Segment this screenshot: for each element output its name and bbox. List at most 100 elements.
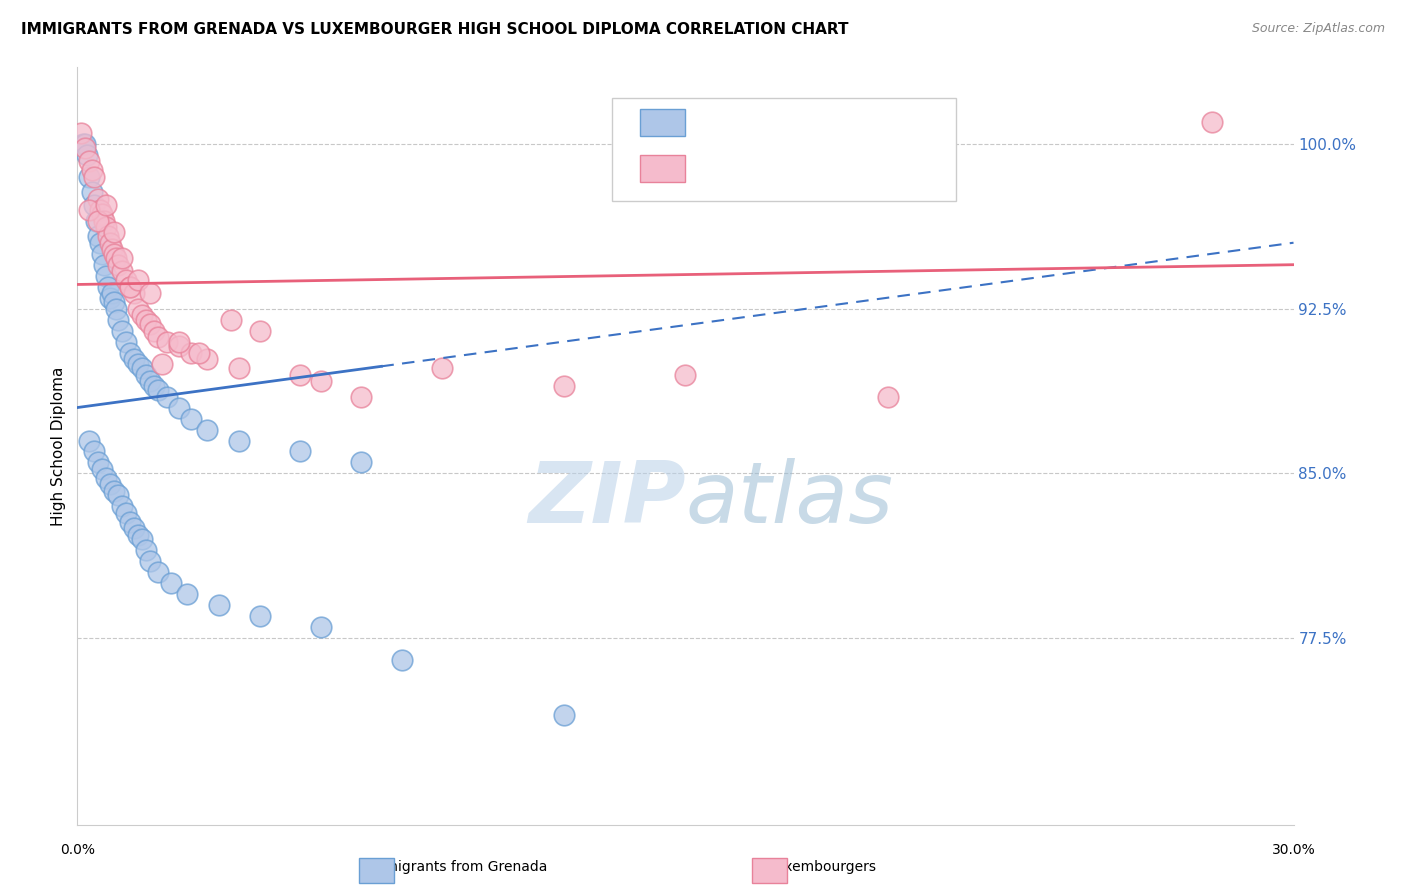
- Point: [89, 235, 111, 250]
- Point: [86, 229, 108, 244]
- Point: [249, 609, 271, 624]
- Point: [97, 279, 120, 293]
- Point: [290, 368, 312, 382]
- Point: [98, 477, 121, 491]
- Point: [139, 286, 162, 301]
- Point: [675, 368, 697, 382]
- Point: [180, 411, 202, 425]
- Point: [115, 334, 138, 349]
- Point: [107, 258, 129, 272]
- Point: [98, 291, 121, 305]
- Point: [135, 543, 157, 558]
- Point: [135, 368, 157, 382]
- Point: [176, 587, 198, 601]
- Point: [76, 148, 98, 162]
- Point: [228, 361, 250, 376]
- Point: [98, 235, 121, 250]
- Point: [83, 169, 105, 184]
- Point: [115, 506, 138, 520]
- Point: [249, 324, 271, 338]
- Point: [111, 251, 134, 265]
- Point: [143, 324, 166, 338]
- Point: [139, 317, 162, 331]
- Point: [80, 163, 103, 178]
- Point: [290, 444, 312, 458]
- Point: [167, 334, 190, 349]
- Point: [75, 136, 97, 151]
- Text: Luxembourgers: Luxembourgers: [769, 860, 876, 874]
- Point: [152, 357, 174, 371]
- Point: [167, 339, 190, 353]
- Point: [155, 334, 177, 349]
- Point: [103, 484, 125, 499]
- Point: [90, 462, 112, 476]
- Point: [143, 378, 166, 392]
- Point: [309, 374, 332, 388]
- Point: [127, 528, 149, 542]
- Point: [430, 361, 453, 376]
- Point: [553, 378, 575, 392]
- Point: [127, 357, 149, 371]
- Text: atlas: atlas: [686, 458, 893, 541]
- Text: R = 0.042   N = 52: R = 0.042 N = 52: [703, 159, 903, 178]
- Point: [148, 383, 170, 397]
- Point: [79, 434, 101, 448]
- Point: [118, 279, 141, 293]
- Point: [70, 126, 93, 140]
- Point: [195, 352, 218, 367]
- Point: [188, 345, 211, 359]
- Point: [553, 708, 575, 723]
- Point: [93, 213, 115, 227]
- Text: ZIP: ZIP: [527, 458, 686, 541]
- Text: IMMIGRANTS FROM GRENADA VS LUXEMBOURGER HIGH SCHOOL DIPLOMA CORRELATION CHART: IMMIGRANTS FROM GRENADA VS LUXEMBOURGER …: [21, 22, 849, 37]
- Text: Source: ZipAtlas.com: Source: ZipAtlas.com: [1251, 22, 1385, 36]
- Point: [148, 566, 170, 580]
- Point: [104, 251, 127, 265]
- Text: 0.0%: 0.0%: [60, 843, 94, 856]
- Point: [83, 444, 105, 458]
- Point: [221, 312, 243, 326]
- Point: [118, 279, 141, 293]
- Point: [107, 488, 129, 502]
- Point: [103, 246, 125, 260]
- Point: [94, 198, 117, 212]
- Point: [111, 500, 134, 514]
- Point: [118, 345, 141, 359]
- Point: [103, 295, 125, 310]
- Point: [97, 229, 120, 244]
- Point: [79, 169, 101, 184]
- Point: [127, 301, 149, 316]
- Point: [350, 390, 373, 404]
- Point: [131, 361, 153, 376]
- Point: [135, 312, 157, 326]
- Point: [877, 390, 900, 404]
- Point: [139, 374, 162, 388]
- Point: [159, 576, 181, 591]
- Point: [93, 258, 115, 272]
- Point: [101, 286, 124, 301]
- Point: [195, 423, 218, 437]
- Point: [309, 620, 332, 634]
- Point: [208, 599, 231, 613]
- Point: [103, 225, 125, 239]
- Point: [167, 401, 190, 415]
- Point: [131, 308, 153, 322]
- Point: [72, 136, 94, 151]
- Point: [180, 345, 202, 359]
- Point: [1201, 115, 1223, 129]
- Point: [122, 286, 145, 301]
- Point: [94, 268, 117, 283]
- Point: [86, 455, 108, 469]
- Point: [90, 246, 112, 260]
- Point: [139, 554, 162, 568]
- Point: [101, 242, 124, 256]
- Point: [75, 141, 97, 155]
- Y-axis label: High School Diploma: High School Diploma: [51, 367, 66, 525]
- Point: [115, 273, 138, 287]
- Point: [107, 312, 129, 326]
- Point: [84, 213, 107, 227]
- Point: [80, 185, 103, 199]
- Point: [127, 273, 149, 287]
- Point: [94, 220, 117, 235]
- Text: R = 0.044   N = 59: R = 0.044 N = 59: [703, 112, 903, 132]
